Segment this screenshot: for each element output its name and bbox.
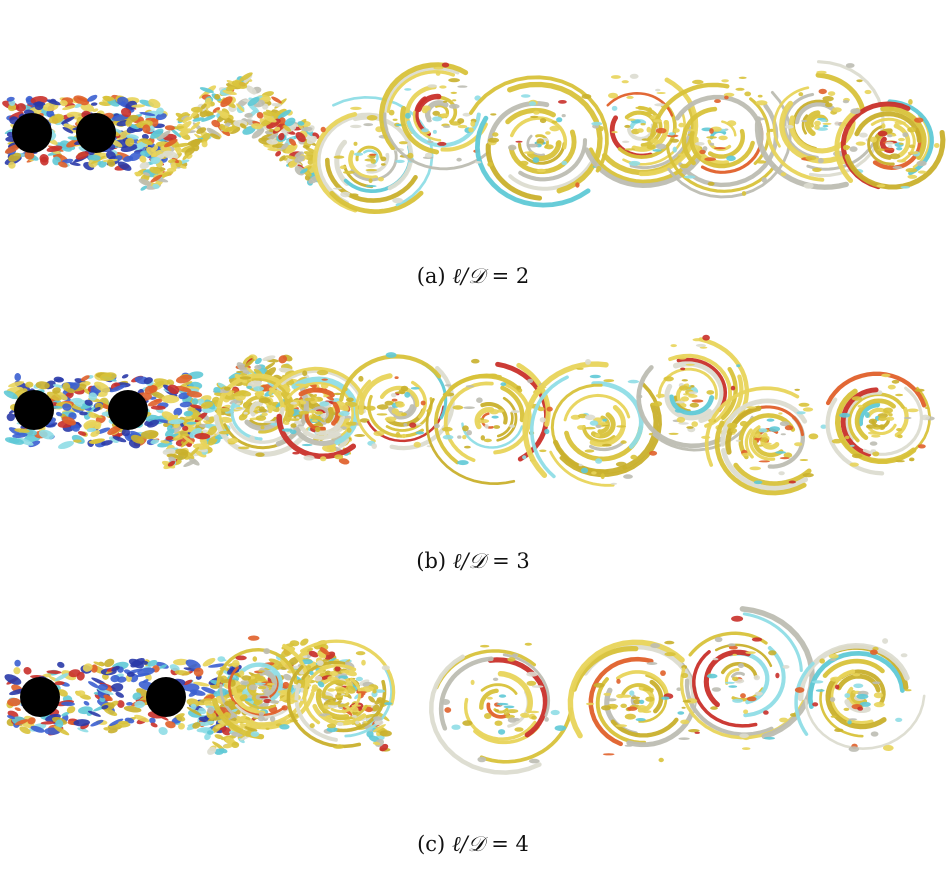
panel-a — [0, 18, 946, 238]
caption-a-tag: (a) — [416, 264, 446, 288]
upstream-cylinder — [12, 113, 52, 153]
vortex-wake-visualization-c — [4, 606, 926, 775]
upstream-cylinder — [20, 677, 60, 717]
vortex-structures — [2, 60, 946, 215]
caption-c-value: 4 — [515, 832, 529, 856]
downstream-cylinder — [108, 390, 148, 430]
caption-b-tag: (b) — [416, 549, 447, 573]
caption-a: (a) ℓ/𝒟 = 2 — [0, 264, 946, 289]
cylinders — [20, 677, 186, 717]
caption-c-equals: = — [491, 832, 509, 856]
caption-b-equals: = — [492, 549, 510, 573]
caption-a-symbol: ℓ/𝒟 — [452, 264, 485, 288]
caption-b-value: 3 — [516, 549, 530, 573]
caption-b: (b) ℓ/𝒟 = 3 — [0, 549, 946, 574]
downstream-cylinder — [146, 677, 186, 717]
vortex-structures — [4, 606, 926, 775]
downstream-cylinder — [76, 113, 116, 153]
caption-c: (c) ℓ/𝒟 = 4 — [0, 832, 946, 857]
vortex-wake-visualization-a — [2, 60, 946, 215]
upstream-cylinder — [14, 390, 54, 430]
panel-c — [0, 585, 946, 810]
vortex-wake-visualization-b — [3, 334, 935, 496]
caption-a-value: 2 — [515, 264, 530, 288]
panel-b — [0, 310, 946, 540]
cylinders — [14, 390, 148, 430]
cylinders — [12, 113, 116, 153]
caption-c-symbol: ℓ/𝒟 — [451, 832, 485, 856]
caption-c-tag: (c) — [417, 832, 446, 856]
caption-a-equals: = — [491, 264, 510, 288]
caption-b-symbol: ℓ/𝒟 — [452, 549, 486, 573]
